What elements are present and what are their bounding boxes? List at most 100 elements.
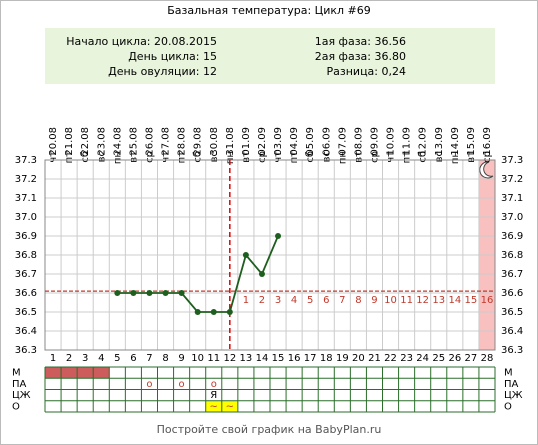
temperature-point: [178, 290, 185, 296]
weekday-label: пн: [112, 151, 123, 164]
day-number: 3: [82, 353, 88, 364]
row-mark: о: [211, 379, 217, 390]
y-tick-label: 36.3: [15, 345, 37, 356]
temperature-point: [258, 271, 265, 277]
date-label: 05.09: [305, 127, 316, 156]
day-number: 23: [400, 353, 413, 364]
day-number: 27: [465, 353, 478, 364]
day-number: 2: [66, 353, 72, 364]
day-number: 12: [223, 353, 236, 364]
row-mark: ~: [210, 401, 218, 412]
day-number: 10: [191, 353, 204, 364]
row-fill: [221, 400, 238, 412]
weekday-label: вт: [241, 151, 252, 163]
phase2-number: 16: [481, 295, 494, 306]
phase2-number: 13: [432, 295, 445, 306]
temperature-point: [194, 309, 201, 315]
day-number: 24: [416, 353, 429, 364]
date-label: 07.09: [337, 127, 348, 156]
y-tick-label: 36.7: [501, 269, 523, 280]
row-mark: Я: [210, 390, 217, 401]
row-fill: [77, 367, 94, 379]
weekday-label: сб: [80, 151, 91, 163]
date-label: 26.08: [144, 127, 155, 156]
row-mark: ~: [226, 401, 234, 412]
weekday-label: ср: [144, 151, 155, 163]
date-label: 30.08: [209, 127, 220, 156]
row-label: М: [12, 368, 21, 379]
phase2-number: 9: [371, 295, 377, 306]
day-number: 20: [352, 353, 365, 364]
phase2-number: 3: [275, 295, 281, 306]
weekday-label: вс: [96, 151, 107, 162]
date-label: 04.09: [289, 127, 300, 156]
date-label: 10.09: [386, 127, 397, 156]
weekday-label: пн: [337, 151, 348, 164]
weekday-label: вт: [466, 151, 477, 163]
plot-border: [44, 159, 496, 351]
date-label: 31.08: [225, 127, 236, 156]
row-fill: [45, 367, 62, 379]
day-number: 25: [432, 353, 445, 364]
row-fill: [205, 400, 222, 412]
y-tick-label: 37.0: [15, 212, 37, 223]
phase2-number: 1: [243, 295, 249, 306]
day-number: 16: [288, 353, 301, 364]
day-number: 19: [336, 353, 349, 364]
y-tick-label: 36.7: [15, 269, 37, 280]
weekday-label: пт: [289, 151, 300, 164]
day-number: 14: [256, 353, 269, 364]
row-label: М: [504, 368, 513, 379]
phase2-number: 8: [355, 295, 361, 306]
y-tick-label: 36.8: [501, 250, 523, 261]
temperature-point: [226, 309, 233, 315]
date-label: 12.09: [418, 127, 429, 156]
info-text: День цикла: 15: [128, 50, 217, 63]
day-number: 4: [98, 353, 104, 364]
info-text: Начало цикла: 20.08.2015: [66, 35, 217, 48]
date-label: 15.09: [466, 127, 477, 156]
weekday-label: ср: [369, 151, 380, 163]
day-number: 7: [146, 353, 152, 364]
y-tick-label: 36.8: [15, 250, 37, 261]
date-label: 29.08: [193, 127, 204, 156]
info-text: Разница: 0,24: [327, 65, 407, 78]
phase2-number: 11: [400, 295, 413, 306]
weekday-label: пн: [225, 151, 236, 164]
day-number: 15: [272, 353, 285, 364]
phase2-number: 7: [339, 295, 345, 306]
date-label: 24.08: [112, 127, 123, 156]
date-label: 01.09: [241, 127, 252, 156]
row-label: О: [12, 401, 20, 412]
weekday-label: вс: [434, 151, 445, 162]
temperature-point: [275, 233, 282, 239]
date-label: 14.09: [450, 127, 461, 156]
phase2-number: 14: [448, 295, 461, 306]
weekday-label: ср: [257, 151, 268, 163]
phase2-number: 4: [291, 295, 297, 306]
day-number: 17: [304, 353, 317, 364]
temperature-point: [146, 290, 153, 296]
date-label: 06.09: [321, 127, 332, 156]
y-tick-label: 36.9: [15, 231, 37, 242]
y-tick-label: 37.1: [15, 193, 37, 204]
day-number: 22: [384, 353, 397, 364]
weekday-label: чт: [273, 151, 284, 163]
phase2-number: 10: [384, 295, 397, 306]
date-label: 23.08: [96, 127, 107, 156]
date-label: 11.09: [402, 127, 413, 156]
day-number: 5: [114, 353, 120, 364]
row-label: ЦЖ: [12, 390, 31, 401]
day-number: 18: [320, 353, 333, 364]
weekday-label: сб: [305, 151, 316, 163]
row-label: О: [504, 401, 512, 412]
phase2-number: 5: [307, 295, 313, 306]
y-tick-label: 37.3: [15, 155, 37, 166]
weekday-label: сб: [193, 151, 204, 163]
weekday-label: ср: [482, 151, 493, 163]
weekday-label: вт: [353, 151, 364, 163]
footer: Постройте свой график на BabyPlan.ru: [157, 423, 382, 436]
day-number: 6: [130, 353, 136, 364]
row-mark: о: [146, 379, 152, 390]
chart-title: Базальная температура: Цикл #69: [167, 4, 371, 17]
